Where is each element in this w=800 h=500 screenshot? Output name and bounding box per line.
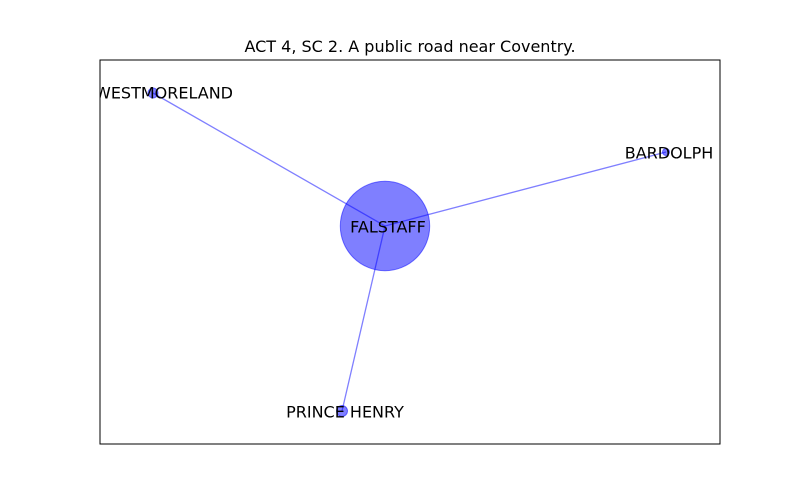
node-label-falstaff: FALSTAFF [350, 218, 426, 237]
node-bardolph [662, 148, 670, 156]
nodes-layer [147, 87, 670, 417]
node-label-westmoreland: WESTMORELAND [95, 84, 233, 103]
node-westmoreland [147, 87, 159, 99]
chart-title: ACT 4, SC 2. A public road near Coventry… [244, 37, 575, 56]
plot-frame [99, 59, 721, 445]
node-prince-henry [336, 405, 348, 417]
edge-falstaff-bardolph [384, 151, 667, 227]
plot-area: WESTMORELAND BARDOLPH FALSTAFF PRINCE HENRY [95, 84, 714, 422]
labels-layer: WESTMORELAND BARDOLPH FALSTAFF PRINCE HENRY [95, 84, 714, 422]
node-falstaff [339, 180, 431, 272]
node-label-prince-henry: PRINCE HENRY [286, 403, 404, 422]
node-label-bardolph: BARDOLPH [625, 144, 714, 163]
